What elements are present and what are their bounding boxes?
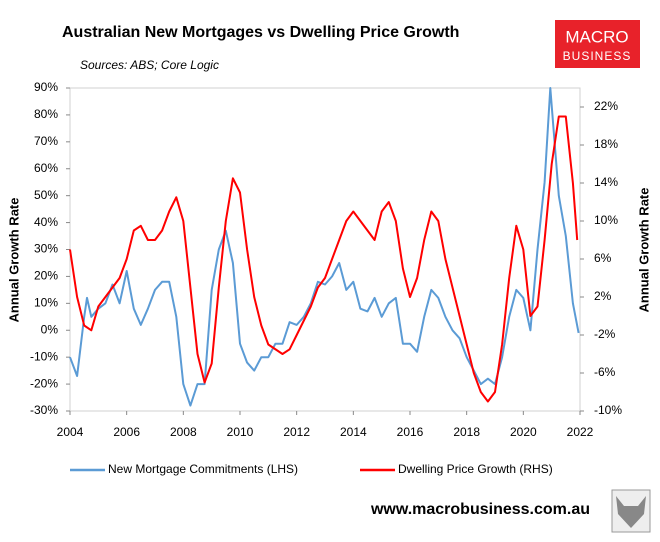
y-tick-label: 60% <box>34 161 58 175</box>
x-tick-label: 2010 <box>227 425 254 439</box>
y2-tick-label: 22% <box>594 99 618 113</box>
series-line <box>69 87 580 407</box>
y-axis-label: Annual Growth Rate <box>6 198 21 323</box>
y2-tick-label: -10% <box>594 403 622 417</box>
y-tick-label: -20% <box>30 376 58 390</box>
y-tick-label: 50% <box>34 188 58 202</box>
y-tick-label: 90% <box>34 80 58 94</box>
x-tick-label: 2022 <box>567 425 594 439</box>
brand-line2: BUSINESS <box>563 49 632 63</box>
x-tick-label: 2004 <box>57 425 84 439</box>
brand-box <box>555 20 640 68</box>
y-tick-label: 70% <box>34 134 58 148</box>
y-tick-label: 80% <box>34 107 58 121</box>
x-tick-label: 2014 <box>340 425 367 439</box>
x-tick-label: 2016 <box>397 425 424 439</box>
y2-tick-label: 18% <box>594 137 618 151</box>
y2-tick-label: 6% <box>594 251 612 265</box>
x-tick-label: 2008 <box>170 425 197 439</box>
plot-frame <box>69 87 581 412</box>
chart-title: Australian New Mortgages vs Dwelling Pri… <box>62 24 459 41</box>
wolf-icon <box>611 489 651 533</box>
x-tick-label: 2018 <box>453 425 480 439</box>
legend-label: Dwelling Price Growth (RHS) <box>398 462 553 476</box>
x-tick-label: 2006 <box>113 425 140 439</box>
x-tick-label: 2012 <box>283 425 310 439</box>
y-tick-label: 40% <box>34 215 58 229</box>
chart-subtitle: Sources: ABS; Core Logic <box>80 58 219 72</box>
y-tick-label: 30% <box>34 242 58 256</box>
y-tick-label: 10% <box>34 296 58 310</box>
x-tick-label: 2020 <box>510 425 537 439</box>
y2-tick-label: 14% <box>594 175 618 189</box>
y-tick-label: -30% <box>30 403 58 417</box>
y2-tick-label: -2% <box>594 327 616 341</box>
legend-label: New Mortgage Commitments (LHS) <box>108 462 298 476</box>
y2-axis-label: Annual Growth Rate <box>636 188 651 313</box>
y2-tick-label: 2% <box>594 289 612 303</box>
y-tick-label: 0% <box>41 322 59 336</box>
y-tick-label: 20% <box>34 269 58 283</box>
y-tick-label: -10% <box>30 349 58 363</box>
footer: www.macrobusiness.com.au <box>370 501 590 518</box>
y2-tick-label: 10% <box>594 213 618 227</box>
y2-tick-label: -6% <box>594 365 616 379</box>
brand-line1: MACRO <box>565 27 628 46</box>
series-line <box>69 115 579 403</box>
